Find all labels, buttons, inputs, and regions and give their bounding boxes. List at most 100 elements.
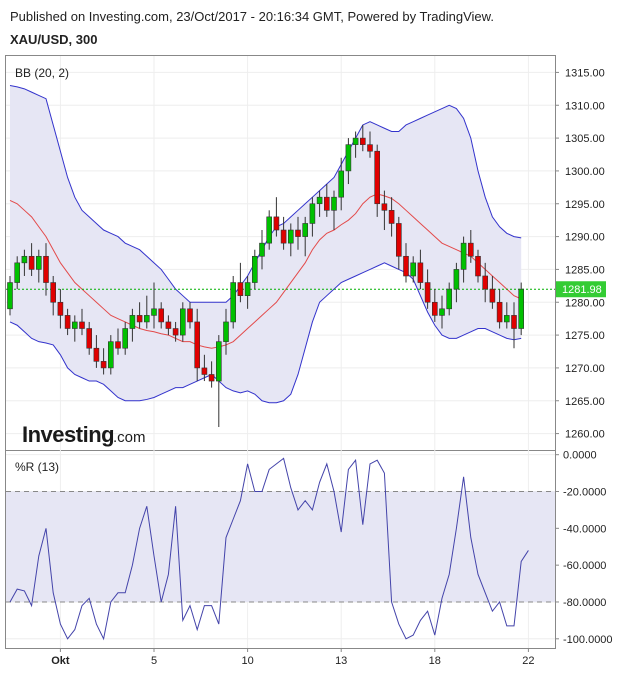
x-tick-label: 22 [522, 655, 534, 667]
candle-body [518, 288, 525, 329]
r-tick-label: -100.0000 [563, 634, 613, 646]
candle-body [115, 341, 121, 349]
price-tick-label: 1280.00 [565, 297, 605, 309]
candle-body [21, 255, 28, 264]
x-tick-label: Okt [51, 655, 70, 667]
candle-body [14, 262, 20, 283]
candle-body [460, 242, 467, 270]
r-band [6, 491, 555, 603]
price-tick-label: 1295.00 [565, 199, 605, 211]
price-tick-label: 1275.00 [565, 330, 605, 342]
candle-body [208, 374, 215, 382]
candle-body [50, 282, 57, 303]
bollinger-bands [6, 85, 555, 404]
candle-body [201, 367, 208, 375]
price-tick-label: 1300.00 [565, 166, 605, 178]
r-indicator-label: %R (13) [15, 460, 59, 474]
candle-body [431, 301, 438, 316]
price-tick-label: 1315.00 [565, 67, 605, 79]
candle-body [446, 288, 453, 310]
candle-body [158, 308, 164, 323]
candle-body [331, 196, 337, 211]
candle-body [122, 328, 128, 349]
candle-body [172, 328, 179, 336]
candle-body [273, 216, 280, 231]
candle-body [100, 361, 107, 369]
candle-body [280, 229, 287, 244]
last-price-marker: 1281.98 [556, 281, 606, 298]
candle-body [403, 255, 409, 277]
candle-body [316, 196, 323, 205]
candle-body [417, 262, 424, 283]
candle-body [496, 301, 503, 323]
r-tick-label: -20.0000 [563, 487, 606, 499]
candle-body [374, 150, 381, 205]
r-tick-label: 0.0000 [563, 450, 597, 462]
r-series-line [9, 457, 529, 641]
candle-body [151, 308, 157, 316]
investing-watermark: Investing .com [22, 422, 146, 447]
x-axis-labels: Okt 5 10 13 18 22 [51, 648, 535, 667]
candle-body [223, 321, 229, 342]
last-price-label: 1281.98 [562, 284, 602, 296]
candle-body [381, 203, 388, 211]
r-line [9, 457, 529, 641]
candle-body [43, 255, 49, 283]
candle-body [482, 275, 489, 290]
candle-body [323, 196, 330, 211]
candle-body [86, 328, 92, 349]
candle-body [439, 308, 445, 316]
candles [7, 124, 525, 428]
candle-body [57, 301, 64, 316]
price-tick-label: 1270.00 [565, 363, 605, 375]
candle-body [72, 321, 78, 329]
candle-body [367, 144, 373, 152]
r-band-fill [6, 491, 555, 602]
candle-body [475, 255, 481, 277]
r-tick-label: -40.0000 [563, 523, 606, 535]
candle-body [266, 216, 273, 244]
candle-body [230, 282, 236, 323]
candle-body [309, 203, 316, 224]
candle-body [79, 321, 85, 329]
price-tick-label: 1310.00 [565, 100, 605, 112]
candle-body [244, 282, 251, 296]
candle-body [237, 282, 244, 296]
candle-body [216, 341, 222, 382]
price-tick-label: 1290.00 [565, 232, 605, 244]
candle-body [7, 282, 13, 310]
candle-body [511, 315, 517, 329]
candle-body [129, 315, 136, 329]
last-price-label-bg [556, 281, 606, 298]
candle-body [28, 255, 35, 270]
candle-body [287, 229, 294, 244]
bb-lower-line [9, 262, 522, 404]
candle-body [259, 242, 265, 257]
candle-body [489, 288, 496, 303]
candle-body [144, 315, 150, 323]
x-tick-label: 18 [429, 655, 441, 667]
r-tick-label: -80.0000 [563, 597, 606, 609]
candle-body [180, 308, 186, 336]
x-tick-label: 13 [335, 655, 347, 667]
published-info: Published on Investing.com, 23/Oct/2017 … [10, 9, 494, 24]
candle-body [302, 223, 309, 237]
price-tick-label: 1305.00 [565, 133, 605, 145]
candle-body [503, 315, 510, 323]
candle-body [108, 341, 114, 369]
candle-body [359, 137, 366, 145]
candle-body [388, 210, 395, 224]
price-tick-label: 1285.00 [565, 264, 605, 276]
r-tick-label: -60.0000 [563, 560, 606, 572]
candle-body [136, 315, 143, 323]
candle-body [64, 315, 71, 329]
y-axis-labels: 1260.00 1265.00 1270.00 1275.00 1280.00 1285.… [555, 67, 613, 646]
bb-basis-line [9, 193, 522, 349]
candle-body [338, 170, 345, 198]
candle-body [345, 144, 352, 172]
candle-body [93, 347, 100, 362]
bb-upper-line [9, 85, 522, 303]
candle-body [194, 321, 200, 369]
watermark-brand: Investing [22, 422, 114, 447]
